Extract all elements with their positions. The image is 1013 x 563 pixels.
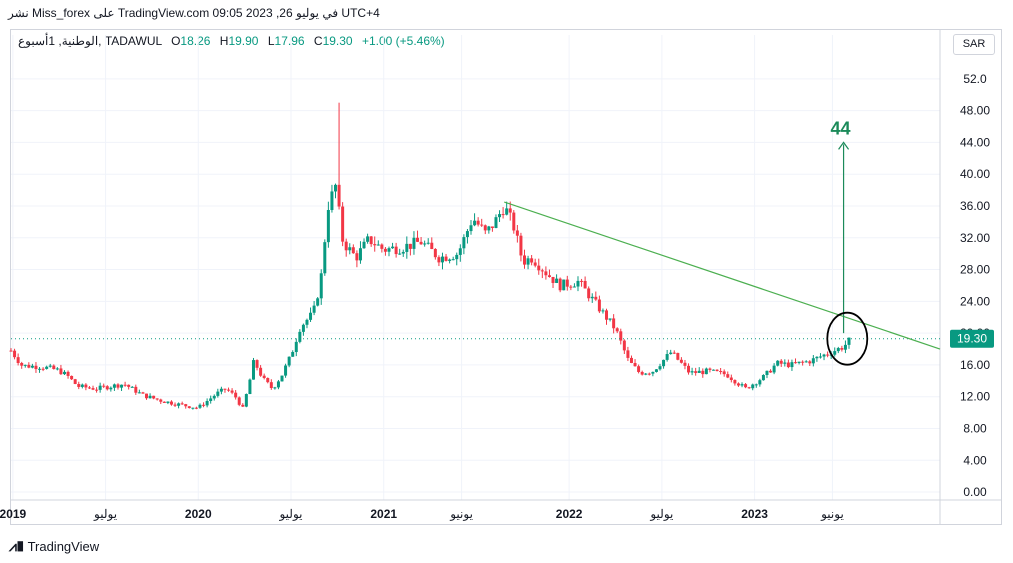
low-label: L bbox=[267, 34, 275, 48]
change-value: +1.00 (+5.46%) bbox=[361, 34, 445, 48]
open-label: O bbox=[171, 34, 181, 48]
tradingview-logo[interactable]: ⩘▮ TradingView bbox=[9, 538, 99, 555]
close-label: C bbox=[313, 34, 323, 48]
tradingview-logo-icon: ⩘▮ bbox=[9, 538, 26, 554]
open-value: 18.26 bbox=[180, 34, 211, 48]
tradingview-brand: TradingView bbox=[27, 539, 100, 554]
symbol-legend: الوطنية, 1أسبوع, TADAWUL O18.26 H19.90 L… bbox=[18, 34, 445, 48]
close-value: 19.30 bbox=[322, 34, 353, 48]
high-label: H bbox=[219, 34, 229, 48]
low-value: 17.96 bbox=[274, 34, 305, 48]
symbol-name[interactable]: الوطنية, 1أسبوع, TADAWUL bbox=[18, 34, 162, 48]
currency-button[interactable]: SAR bbox=[953, 34, 995, 55]
chart-frame bbox=[10, 29, 1002, 525]
published-info: نشر Miss_forex على TradingView.com في يو… bbox=[8, 6, 380, 20]
high-value: 19.90 bbox=[228, 34, 259, 48]
